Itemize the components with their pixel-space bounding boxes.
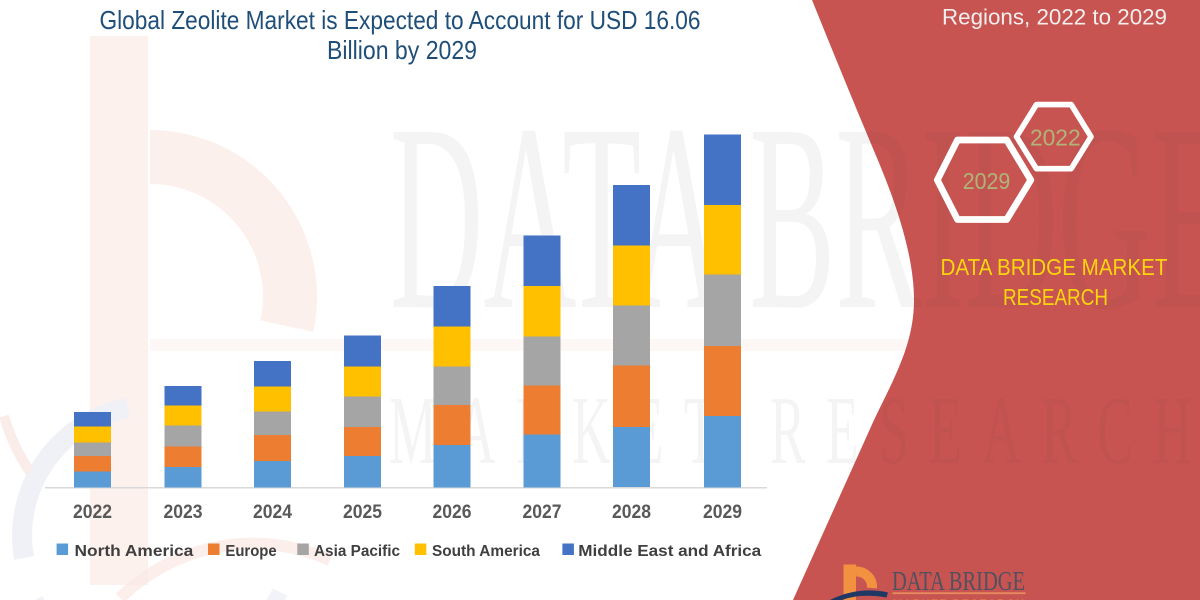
svg-text:DATA BRIDGE: DATA BRIDGE <box>892 566 1025 596</box>
svg-text:2026: 2026 <box>433 502 472 523</box>
svg-text:Regions, 2022 to 2029: Regions, 2022 to 2029 <box>942 5 1167 30</box>
svg-text:Global Zeolite Market is Expec: Global Zeolite Market is Expected to Acc… <box>100 5 701 35</box>
svg-text:2028: 2028 <box>612 502 651 523</box>
svg-text:2022: 2022 <box>1030 124 1081 150</box>
svg-text:MARKET RESEARCH: MARKET RESEARCH <box>893 598 1024 600</box>
svg-text:DATA BRIDGE MARKET: DATA BRIDGE MARKET <box>941 254 1168 280</box>
svg-text:Billion by 2029: Billion by 2029 <box>327 35 477 65</box>
svg-text:Europe: Europe <box>225 543 276 560</box>
svg-text:2023: 2023 <box>164 502 203 523</box>
svg-text:Middle East and Africa: Middle East and Africa <box>578 543 761 560</box>
svg-text:2029: 2029 <box>703 502 742 523</box>
svg-text:2027: 2027 <box>523 502 562 523</box>
svg-text:2025: 2025 <box>343 502 382 523</box>
svg-text:RESEARCH: RESEARCH <box>1003 284 1108 310</box>
svg-text:MARKET RESEARCH: MARKET RESEARCH <box>389 376 1192 484</box>
svg-text:2029: 2029 <box>963 168 1011 194</box>
svg-text:South America: South America <box>432 543 540 560</box>
svg-text:Asia Pacific: Asia Pacific <box>314 543 400 560</box>
svg-text:2024: 2024 <box>253 502 292 523</box>
svg-text:North America: North America <box>75 543 194 560</box>
svg-text:2022: 2022 <box>73 502 112 523</box>
